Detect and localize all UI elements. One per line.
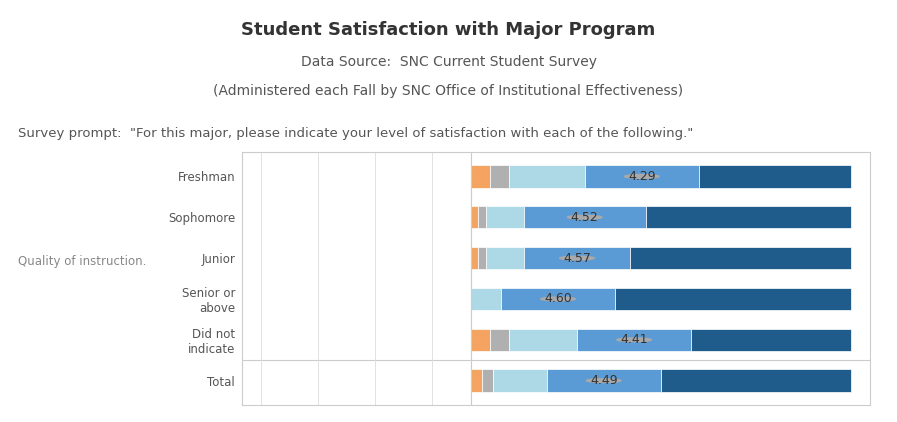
- Text: 4.52: 4.52: [570, 211, 598, 224]
- Text: Data Source:  SNC Current Student Survey: Data Source: SNC Current Student Survey: [300, 55, 597, 69]
- Circle shape: [568, 215, 602, 219]
- Bar: [509, 329, 577, 351]
- Bar: [471, 247, 478, 269]
- Bar: [524, 247, 631, 269]
- Bar: [661, 369, 851, 392]
- Bar: [631, 247, 851, 269]
- Circle shape: [560, 256, 595, 260]
- Bar: [501, 288, 615, 310]
- Bar: [486, 206, 524, 228]
- Bar: [478, 206, 486, 228]
- Circle shape: [624, 175, 659, 178]
- Bar: [471, 206, 478, 228]
- Text: 4.49: 4.49: [590, 374, 617, 387]
- Bar: [490, 329, 509, 351]
- Bar: [471, 329, 490, 351]
- Text: 4.29: 4.29: [628, 170, 656, 183]
- Circle shape: [541, 297, 575, 301]
- Bar: [546, 369, 661, 392]
- Text: Student Satisfaction with Major Program: Student Satisfaction with Major Program: [241, 21, 656, 39]
- Bar: [478, 247, 486, 269]
- Bar: [486, 247, 524, 269]
- Bar: [646, 206, 851, 228]
- Text: Quality of instruction.: Quality of instruction.: [18, 255, 146, 268]
- Circle shape: [587, 379, 621, 382]
- Bar: [482, 369, 493, 392]
- Bar: [699, 165, 851, 188]
- Bar: [509, 165, 585, 188]
- Bar: [524, 206, 646, 228]
- Circle shape: [617, 338, 651, 342]
- Bar: [493, 369, 546, 392]
- Text: (Administered each Fall by SNC Office of Institutional Effectiveness): (Administered each Fall by SNC Office of…: [213, 84, 684, 98]
- Bar: [577, 329, 692, 351]
- Text: Survey prompt:  "For this major, please indicate your level of satisfaction with: Survey prompt: "For this major, please i…: [18, 127, 693, 140]
- Text: 4.41: 4.41: [621, 333, 648, 346]
- Text: 4.60: 4.60: [544, 292, 572, 306]
- Bar: [692, 329, 851, 351]
- Bar: [615, 288, 851, 310]
- Bar: [471, 369, 482, 392]
- Bar: [471, 165, 490, 188]
- Bar: [585, 165, 699, 188]
- Bar: [490, 165, 509, 188]
- Bar: [471, 288, 501, 310]
- Text: 4.57: 4.57: [563, 252, 591, 265]
